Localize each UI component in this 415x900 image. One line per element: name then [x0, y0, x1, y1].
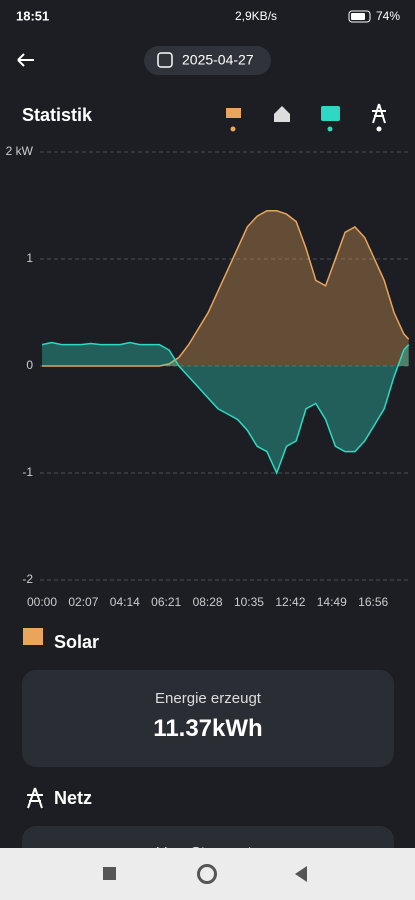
back-button[interactable] — [17, 53, 34, 67]
calendar-icon — [157, 52, 173, 68]
series-line — [42, 210, 410, 367]
card-value: 11.37kWh — [153, 715, 263, 742]
title: Statistik — [22, 105, 93, 125]
x-tick-label: 00:00 — [27, 595, 57, 609]
y-tick-label: -2 — [22, 572, 33, 586]
x-tick-label: 06:21 — [151, 595, 181, 609]
date: 2025-04-27 — [182, 52, 254, 68]
battery-level — [351, 13, 365, 20]
solar-icon — [23, 628, 43, 645]
series-area — [42, 210, 409, 366]
solar-tab[interactable] — [226, 108, 241, 118]
tab-dot — [376, 126, 382, 132]
nav-bar — [0, 848, 415, 900]
grid-tab[interactable] — [372, 103, 386, 124]
status-time: 18:51 — [16, 8, 49, 23]
x-tick-label: 02:07 — [68, 595, 98, 609]
status-speed: 2,9KB/s — [235, 9, 277, 23]
date-pill[interactable] — [144, 46, 271, 75]
y-tick-label: 0 — [26, 358, 33, 372]
y-tick-label: 2 kW — [6, 144, 34, 158]
tab-dot — [327, 126, 333, 132]
x-tick-label: 08:28 — [193, 595, 223, 609]
card-label: Energie erzeugt — [155, 690, 261, 707]
status-battery: 74% — [376, 9, 400, 23]
x-tick-label: 14:49 — [317, 595, 347, 609]
x-tick-label: 04:14 — [110, 595, 140, 609]
home-tab[interactable] — [274, 106, 290, 122]
y-tick-label: -1 — [22, 465, 33, 479]
recent-button[interactable] — [103, 867, 116, 880]
series-line — [41, 341, 410, 475]
x-tick-label: 12:42 — [275, 595, 305, 609]
x-tick-label: 10:35 — [234, 595, 264, 609]
grid-icon — [27, 787, 43, 809]
home-button[interactable] — [197, 864, 217, 884]
battery-icon — [348, 10, 371, 23]
section-title: Solar — [54, 632, 99, 652]
section-title: Netz — [54, 788, 92, 808]
tab-dot — [230, 126, 236, 132]
series-area — [42, 342, 409, 473]
back-nav-button[interactable] — [295, 866, 307, 882]
y-tick-label: 1 — [26, 251, 33, 265]
solar-card: Energie erzeugt 11.37kWh — [22, 670, 394, 767]
inverter-tab[interactable] — [321, 106, 340, 121]
x-tick-label: 16:56 — [358, 595, 388, 609]
